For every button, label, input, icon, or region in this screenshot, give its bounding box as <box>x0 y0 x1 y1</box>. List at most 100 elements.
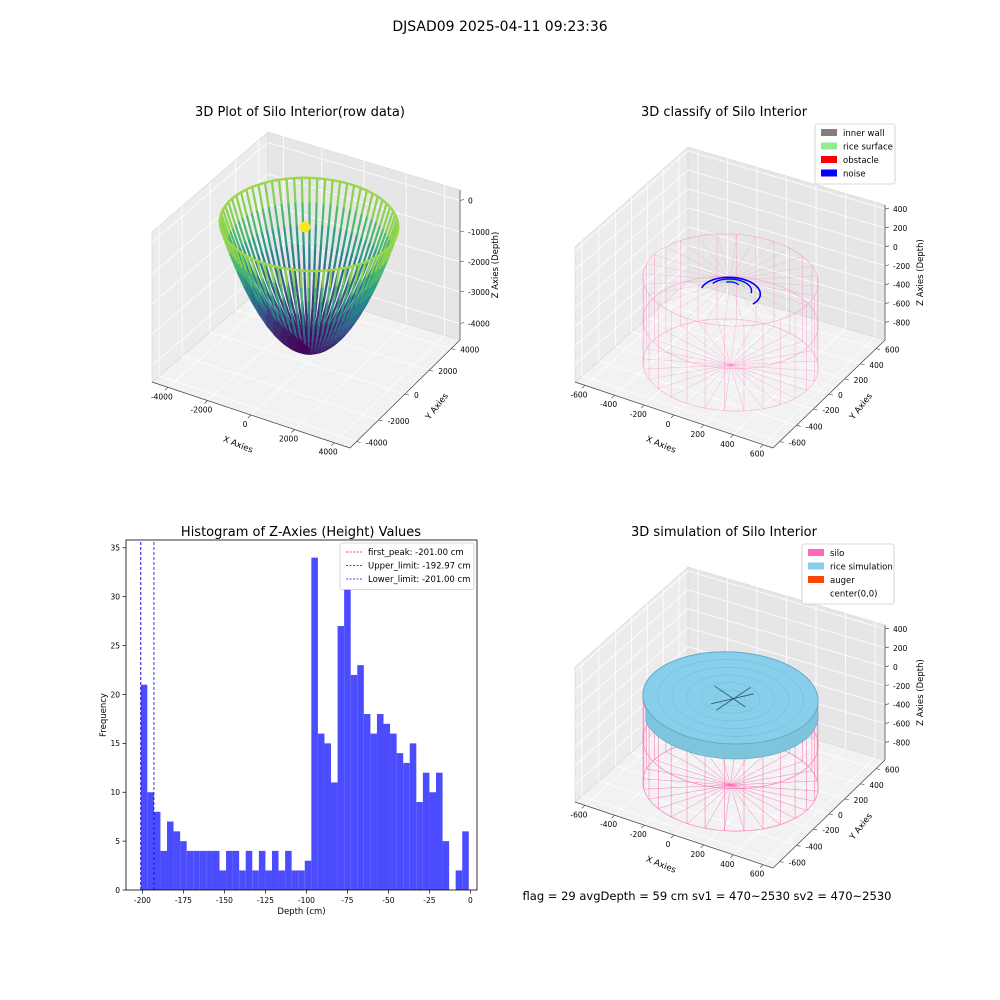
histogram-bar <box>180 841 187 890</box>
surface-meridian <box>354 263 361 282</box>
surface-meridian <box>365 282 375 300</box>
surface-meridian <box>269 264 276 283</box>
surface-meridian <box>364 272 373 291</box>
z-tick <box>884 226 890 229</box>
surface-meridian <box>368 269 377 288</box>
surface-meridian <box>341 296 347 312</box>
y-gridline <box>158 375 357 442</box>
surface-meridian <box>291 268 296 287</box>
y-tick-label: 0 <box>838 811 843 820</box>
surface-meridian <box>359 297 368 312</box>
z-tick-label: -1000 <box>468 228 490 237</box>
y-tick-label: 25 <box>110 641 120 650</box>
surface-meridian <box>338 248 344 269</box>
surface-meridian <box>322 331 328 342</box>
surface-meridian <box>227 201 237 226</box>
y-gridline <box>647 317 845 380</box>
histogram-bar <box>403 762 410 890</box>
surface-meridian <box>358 288 367 305</box>
surface-meridian <box>332 300 339 315</box>
z-gridline <box>151 173 269 275</box>
silo-cylinder <box>642 233 819 412</box>
silo-floor-spoke <box>730 350 813 366</box>
rice-mesh-ring <box>657 659 804 737</box>
surface-meridian <box>326 264 331 283</box>
surface-meridian <box>226 240 236 262</box>
surface-meridian <box>251 185 258 212</box>
surface-meridian <box>292 262 297 282</box>
y-gridline <box>598 360 797 426</box>
y-gridline <box>615 345 814 410</box>
surface-meridian <box>259 294 269 310</box>
x-axis-label: X Axies <box>644 855 677 876</box>
surface-meridian <box>274 307 280 321</box>
y-tick <box>451 348 456 350</box>
surface-meridian <box>256 275 266 293</box>
surface-meridian <box>259 289 267 306</box>
surface-meridian <box>293 177 297 203</box>
z-axis-label: Z Axies (Depth) <box>916 239 926 306</box>
surface-meridian <box>353 257 362 277</box>
surface-meridian <box>221 208 232 232</box>
surface-meridian <box>322 178 327 204</box>
histogram-bar <box>436 772 443 890</box>
y-tick-label: -600 <box>789 439 806 448</box>
surface-meridian <box>349 304 358 319</box>
surface-meridian <box>319 332 324 342</box>
surface-meridian <box>280 328 290 338</box>
z-tick <box>459 322 465 324</box>
z-tick <box>884 684 890 687</box>
x-tick <box>204 400 208 404</box>
silo-floor-spoke <box>730 761 803 786</box>
y-gridline <box>581 375 780 442</box>
histogram-bar <box>265 870 272 890</box>
y-gridline <box>182 355 379 421</box>
surface-meridian <box>228 251 239 272</box>
histogram-bar <box>409 743 417 890</box>
surface-meridian <box>323 280 329 298</box>
surface-meridian <box>292 308 298 323</box>
x-tick-label: 0 <box>666 420 671 429</box>
x-tick-label: -125 <box>257 896 274 905</box>
surface-meridian <box>335 297 342 313</box>
surface-meridian <box>265 228 273 251</box>
surface-meridian <box>312 323 315 336</box>
surface-meridian <box>323 338 329 347</box>
histogram-bar <box>376 714 384 890</box>
surface-meridian <box>286 342 296 349</box>
silo-roof-spoke <box>716 234 731 281</box>
surface-meridian <box>250 257 258 277</box>
surface-meridian <box>313 300 317 316</box>
surface-meridian <box>257 183 264 210</box>
surface-meridian <box>322 312 327 326</box>
surface-meridian <box>330 298 336 314</box>
silo-roof-spoke <box>665 246 731 281</box>
x-tick <box>581 805 586 809</box>
surface-meridian <box>264 309 275 323</box>
x-tick-label: 0 <box>243 420 248 429</box>
surface-meridian <box>257 311 267 324</box>
silo-floor-spoke <box>665 751 731 786</box>
simulation-legend-label: center(0,0) <box>830 590 878 600</box>
silo-floor-spoke <box>730 784 807 811</box>
y-tick-label: 600 <box>885 766 900 775</box>
surface-meridian <box>328 245 334 267</box>
z-tick <box>884 646 890 649</box>
surface-meridian <box>318 244 323 265</box>
surface-meridian <box>328 268 333 288</box>
surface-meridian <box>248 288 259 304</box>
x-tick <box>641 824 645 829</box>
surface-meridian <box>384 210 395 234</box>
surface-meridian <box>363 241 372 262</box>
silo-floor-spoke <box>730 784 796 819</box>
z-tick <box>884 302 890 304</box>
surface-meridian <box>355 277 363 295</box>
surface-meridian <box>263 313 274 326</box>
histogram-bar <box>304 860 312 890</box>
histogram-bar <box>383 723 391 890</box>
silo-roof-spoke <box>730 279 818 287</box>
surface-meridian <box>342 250 349 271</box>
y-tick <box>875 768 881 770</box>
surface-meridian <box>309 328 313 340</box>
x-axis-label: X Axies <box>221 435 254 456</box>
